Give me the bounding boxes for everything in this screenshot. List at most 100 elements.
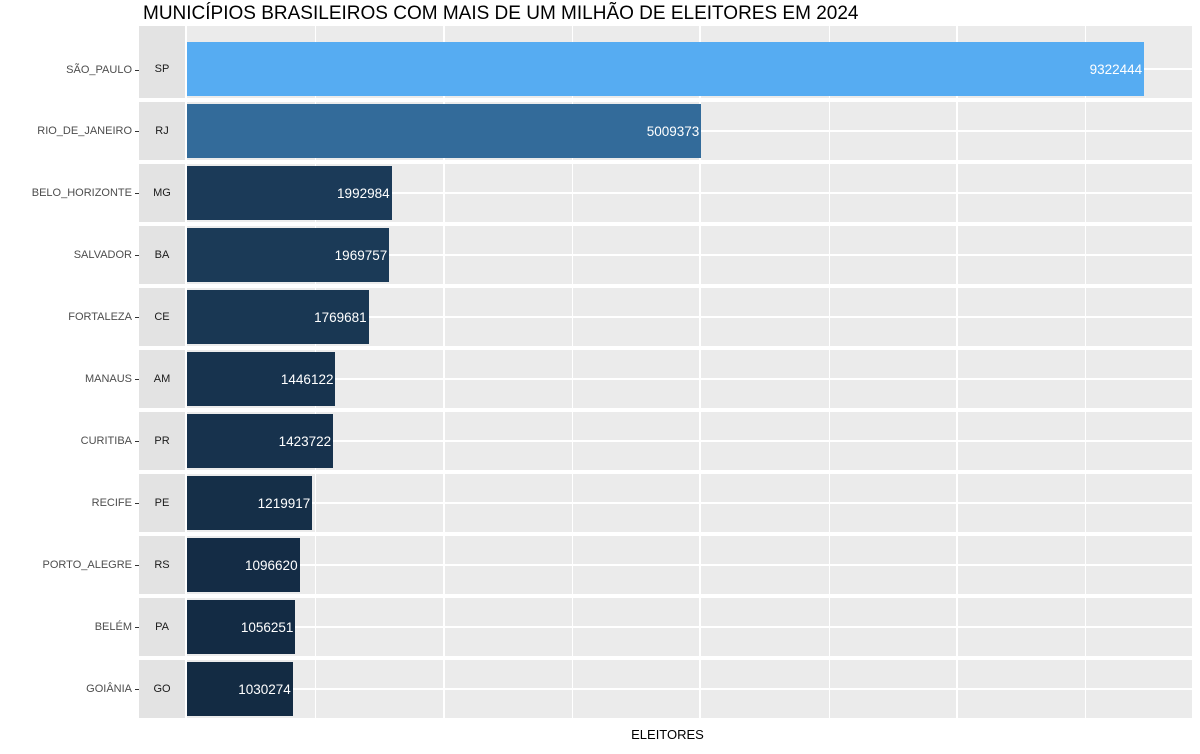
bar: 1969757 xyxy=(187,228,390,282)
plot-panel: 1969757 xyxy=(187,226,1192,284)
bar: 1056251 xyxy=(187,600,296,654)
chart-row: GOIÂNIA GO 1030274 xyxy=(0,660,1192,718)
plot-panel: 1096620 xyxy=(187,536,1192,594)
plot-panel: 1992984 xyxy=(187,164,1192,222)
bar: 1446122 xyxy=(187,352,336,406)
axis-tick xyxy=(135,502,139,504)
facet-strip-label: MG xyxy=(153,187,171,199)
facet-strip: SP xyxy=(139,26,185,98)
plot-panel: 1030274 xyxy=(187,660,1192,718)
y-axis-label-cell: RIO_DE_JANEIRO xyxy=(0,102,139,160)
facet-strip: GO xyxy=(139,660,185,718)
y-axis-label-cell: PORTO_ALEGRE xyxy=(0,536,139,594)
axis-tick xyxy=(135,254,139,256)
facet-strip-label: RS xyxy=(154,559,170,571)
axis-tick xyxy=(135,192,139,194)
facet-strip-label: CE xyxy=(154,311,170,323)
gridline-horizontal xyxy=(187,254,1192,256)
y-axis-label-cell: BELO_HORIZONTE xyxy=(0,164,139,222)
bar-value-label: 1030274 xyxy=(238,681,291,697)
y-axis-label: MANAUS xyxy=(84,373,132,385)
chart-row: PORTO_ALEGRE RS 1096620 xyxy=(0,536,1192,594)
facet-strip-label: AM xyxy=(153,373,171,385)
bar-value-label: 1423722 xyxy=(278,433,332,449)
y-axis-label: BELO_HORIZONTE xyxy=(31,187,132,199)
y-axis-label: RECIFE xyxy=(91,497,132,509)
facet-strip-label: PR xyxy=(154,435,170,447)
y-axis-label-cell: MANAUS xyxy=(0,350,139,408)
chart-row: BELÉM PA 1056251 xyxy=(0,598,1192,656)
axis-tick xyxy=(135,130,139,132)
facet-strip: RJ xyxy=(139,102,185,160)
gridline-horizontal xyxy=(187,378,1192,380)
facet-strip: PE xyxy=(139,474,185,532)
bar: 1096620 xyxy=(187,538,300,592)
facet-strip-label: PA xyxy=(155,621,169,633)
axis-tick xyxy=(135,316,139,318)
bar-value-label: 1992984 xyxy=(337,185,390,201)
gridline-horizontal xyxy=(187,316,1192,318)
plot-panel: 1446122 xyxy=(187,350,1192,408)
bar-value-label: 1096620 xyxy=(245,557,298,573)
bar-value-label: 9322444 xyxy=(1089,61,1143,77)
y-axis-label: FORTALEZA xyxy=(68,311,132,323)
facet-strip: RS xyxy=(139,536,185,594)
plot-panel: 1056251 xyxy=(187,598,1192,656)
axis-tick xyxy=(135,564,139,566)
facet-strip: MG xyxy=(139,164,185,222)
y-axis-label-cell: RECIFE xyxy=(0,474,139,532)
chart-row: SÃO_PAULO SP 9322444 xyxy=(0,26,1192,98)
bar-value-label: 5009373 xyxy=(646,123,700,139)
facet-strip-label: BA xyxy=(154,249,170,261)
chart-row: MANAUS AM 1446122 xyxy=(0,350,1192,408)
bar: 1030274 xyxy=(187,662,293,716)
bar: 1992984 xyxy=(187,166,392,220)
bar-value-label: 1969757 xyxy=(334,247,388,263)
chart-row: FORTALEZA CE 1769681 xyxy=(0,288,1192,346)
gridline-horizontal xyxy=(187,192,1192,194)
facet-strip: BA xyxy=(139,226,185,284)
gridline-horizontal xyxy=(187,564,1192,566)
bar-value-label: 1446122 xyxy=(280,371,334,387)
facet-strip: AM xyxy=(139,350,185,408)
plot-panel: 1769681 xyxy=(187,288,1192,346)
chart-row: CURITIBA PR 1423722 xyxy=(0,412,1192,470)
y-axis-label-cell: GOIÂNIA xyxy=(0,660,139,718)
bar: 1423722 xyxy=(187,414,334,468)
y-axis-label-cell: CURITIBA xyxy=(0,412,139,470)
y-axis-label-cell: FORTALEZA xyxy=(0,288,139,346)
plot-panel: 5009373 xyxy=(187,102,1192,160)
facet-strip-label: RJ xyxy=(155,125,169,137)
gridline-horizontal xyxy=(187,688,1192,690)
axis-tick xyxy=(135,69,139,71)
bar-value-label: 1056251 xyxy=(240,619,294,635)
bar: 1769681 xyxy=(187,290,369,344)
y-axis-label-cell: SALVADOR xyxy=(0,226,139,284)
facet-strip-label: SP xyxy=(154,63,170,75)
y-axis-label: BELÉM xyxy=(94,621,132,633)
plot-panel: 1219917 xyxy=(187,474,1192,532)
chart-body: SÃO_PAULO SP 9322444 RIO_DE_JANEIRO RJ 5… xyxy=(0,26,1200,718)
plot-panel: 9322444 xyxy=(187,26,1192,98)
gridline-horizontal xyxy=(187,626,1192,628)
bar-value-label: 1219917 xyxy=(257,495,311,511)
y-axis-label: SÃO_PAULO xyxy=(66,64,132,76)
y-axis-label: CURITIBA xyxy=(80,435,132,447)
y-axis-label: SALVADOR xyxy=(73,249,132,261)
axis-tick xyxy=(135,688,139,690)
gridline-horizontal xyxy=(187,440,1192,442)
facet-strip-label: GO xyxy=(153,683,171,695)
y-axis-label-cell: BELÉM xyxy=(0,598,139,656)
chart-row: RIO_DE_JANEIRO RJ 5009373 xyxy=(0,102,1192,160)
axis-tick xyxy=(135,626,139,628)
bar: 1219917 xyxy=(187,476,313,530)
facet-strip: PR xyxy=(139,412,185,470)
facet-strip: PA xyxy=(139,598,185,656)
chart-row: BELO_HORIZONTE MG 1992984 xyxy=(0,164,1192,222)
bar-value-label: 1769681 xyxy=(314,309,367,325)
x-axis-title: ELEITORES xyxy=(631,727,704,742)
y-axis-label: RIO_DE_JANEIRO xyxy=(37,125,132,137)
y-axis-label-cell: SÃO_PAULO xyxy=(0,26,139,98)
y-axis-label: PORTO_ALEGRE xyxy=(42,559,132,571)
facet-strip: CE xyxy=(139,288,185,346)
